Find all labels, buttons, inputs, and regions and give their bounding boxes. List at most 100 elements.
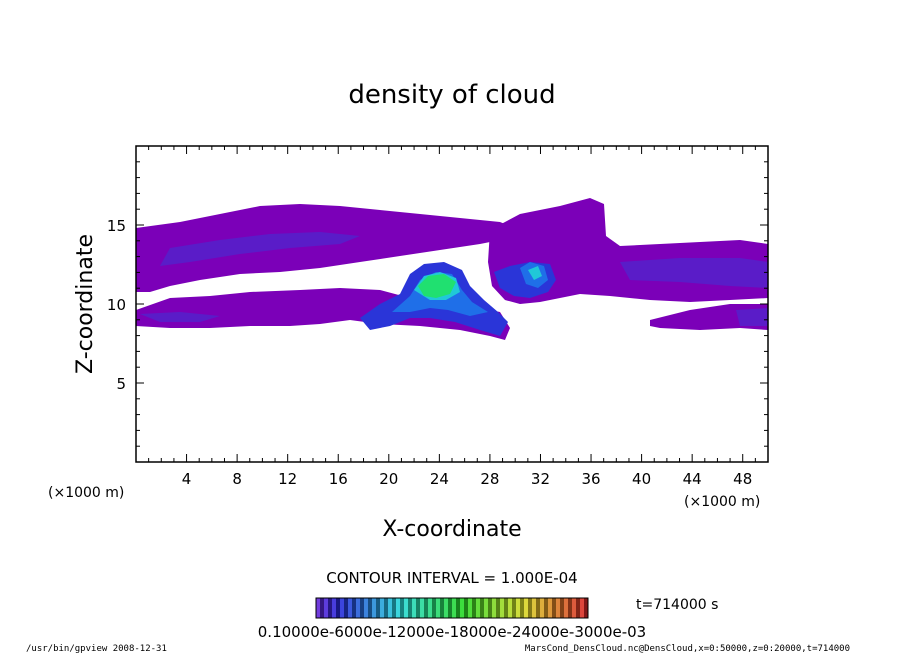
colorbar-swatch: [516, 598, 521, 618]
region-upper-left-band: [136, 204, 520, 292]
colorbar-swatch: [460, 598, 465, 618]
colorbar-swatch: [360, 598, 365, 618]
colorbar-swatch: [544, 598, 549, 618]
colorbar-swatch: [344, 598, 349, 618]
colorbar-swatch: [568, 598, 573, 618]
colorbar-swatch: [368, 598, 373, 618]
colorbar-swatch: [416, 598, 421, 618]
region-central-core: [418, 274, 456, 298]
colorbar-swatch: [452, 598, 457, 618]
x-tick-label: 12: [278, 470, 297, 488]
colorbar-swatch: [496, 598, 501, 618]
x-tick-label: 36: [581, 470, 600, 488]
colorbar-swatch: [476, 598, 481, 618]
colorbar: [316, 598, 589, 618]
colorbar-swatch: [508, 598, 513, 618]
colorbar-swatch: [580, 598, 585, 618]
time-label: t=714000 s: [636, 597, 718, 613]
colorbar-swatch: [412, 598, 417, 618]
x-axis-title: X-coordinate: [382, 517, 521, 542]
x-tick-label: 32: [531, 470, 550, 488]
x-tick-label: 8: [232, 470, 242, 488]
colorbar-swatch: [556, 598, 561, 618]
colorbar-swatch: [480, 598, 485, 618]
colorbar-swatch: [400, 598, 405, 618]
colorbar-swatch: [324, 598, 329, 618]
colorbar-swatch: [444, 598, 449, 618]
colorbar-swatch: [560, 598, 565, 618]
x-tick-label: 48: [733, 470, 752, 488]
colorbar-swatch: [564, 598, 569, 618]
colorbar-swatch: [456, 598, 461, 618]
colorbar-swatch: [408, 598, 413, 618]
colorbar-swatch: [548, 598, 553, 618]
colorbar-swatch: [524, 598, 529, 618]
colorbar-swatch: [316, 598, 321, 618]
x-tick-label: 20: [379, 470, 398, 488]
colorbar-swatch: [396, 598, 401, 618]
y-tick-label: 10: [107, 296, 126, 314]
colorbar-labels: 0.10000e-6000e-12000e-18000e-24000e-3000…: [258, 623, 646, 641]
x-tick-label: 24: [430, 470, 449, 488]
colorbar-swatch: [424, 598, 429, 618]
x-tick-label: 28: [480, 470, 499, 488]
footer-left: /usr/bin/gpview 2008-12-31: [26, 644, 167, 654]
colorbar-swatch: [512, 598, 517, 618]
colorbar-swatch: [488, 598, 493, 618]
colorbar-swatch: [504, 598, 509, 618]
colorbar-swatch: [572, 598, 577, 618]
colorbar-swatch: [336, 598, 341, 618]
x-tick-label: 4: [182, 470, 192, 488]
colorbar-swatch: [328, 598, 333, 618]
colorbar-swatch: [388, 598, 393, 618]
colorbar-swatch: [332, 598, 337, 618]
colorbar-swatch: [540, 598, 545, 618]
x-unit-label-left: (×1000 m): [48, 485, 124, 501]
colorbar-swatch: [376, 598, 381, 618]
colorbar-swatch: [392, 598, 397, 618]
colorbar-swatch: [532, 598, 537, 618]
colorbar-swatch: [320, 598, 325, 618]
colorbar-swatch: [352, 598, 357, 618]
colorbar-swatch: [404, 598, 409, 618]
colorbar-swatch: [520, 598, 525, 618]
colorbar-swatch: [464, 598, 469, 618]
cloud-field: [136, 198, 768, 340]
colorbar-swatch: [492, 598, 497, 618]
colorbar-swatch: [428, 598, 433, 618]
colorbar-swatch: [364, 598, 369, 618]
colorbar-swatch: [384, 598, 389, 618]
colorbar-swatch: [432, 598, 437, 618]
x-tick-label: 40: [632, 470, 651, 488]
y-tick-label: 15: [107, 217, 126, 235]
x-tick-label: 16: [329, 470, 348, 488]
x-axis-ticks: 4 8 12 16 20 24 28 32 36 40 44 48: [148, 146, 756, 488]
y-tick-label: 5: [116, 375, 126, 393]
contour-interval: CONTOUR INTERVAL = 1.000E-04: [326, 569, 577, 587]
colorbar-swatch: [528, 598, 533, 618]
chart-title: density of cloud: [348, 80, 555, 110]
colorbar-swatch: [576, 598, 581, 618]
x-unit-label-right: (×1000 m): [684, 494, 760, 510]
footer-right: MarsCond_DensCloud.nc@DensCloud,x=0:5000…: [525, 644, 850, 654]
colorbar-swatch: [536, 598, 541, 618]
colorbar-swatch: [340, 598, 345, 618]
colorbar-swatch: [372, 598, 377, 618]
colorbar-swatch: [348, 598, 353, 618]
colorbar-swatch: [380, 598, 385, 618]
x-tick-label: 44: [683, 470, 702, 488]
colorbar-swatch: [484, 598, 489, 618]
y-axis-ticks: 5 10 15: [107, 161, 768, 447]
colorbar-swatch: [552, 598, 557, 618]
y-axis-title: Z-coordinate: [73, 234, 98, 374]
colorbar-swatch: [436, 598, 441, 618]
colorbar-swatch: [584, 598, 589, 618]
colorbar-frame: [315, 597, 589, 619]
colorbar-swatch: [356, 598, 361, 618]
colorbar-swatch: [468, 598, 473, 618]
colorbar-swatch: [500, 598, 505, 618]
colorbar-swatch: [420, 598, 425, 618]
colorbar-swatch: [472, 598, 477, 618]
colorbar-swatch: [448, 598, 453, 618]
